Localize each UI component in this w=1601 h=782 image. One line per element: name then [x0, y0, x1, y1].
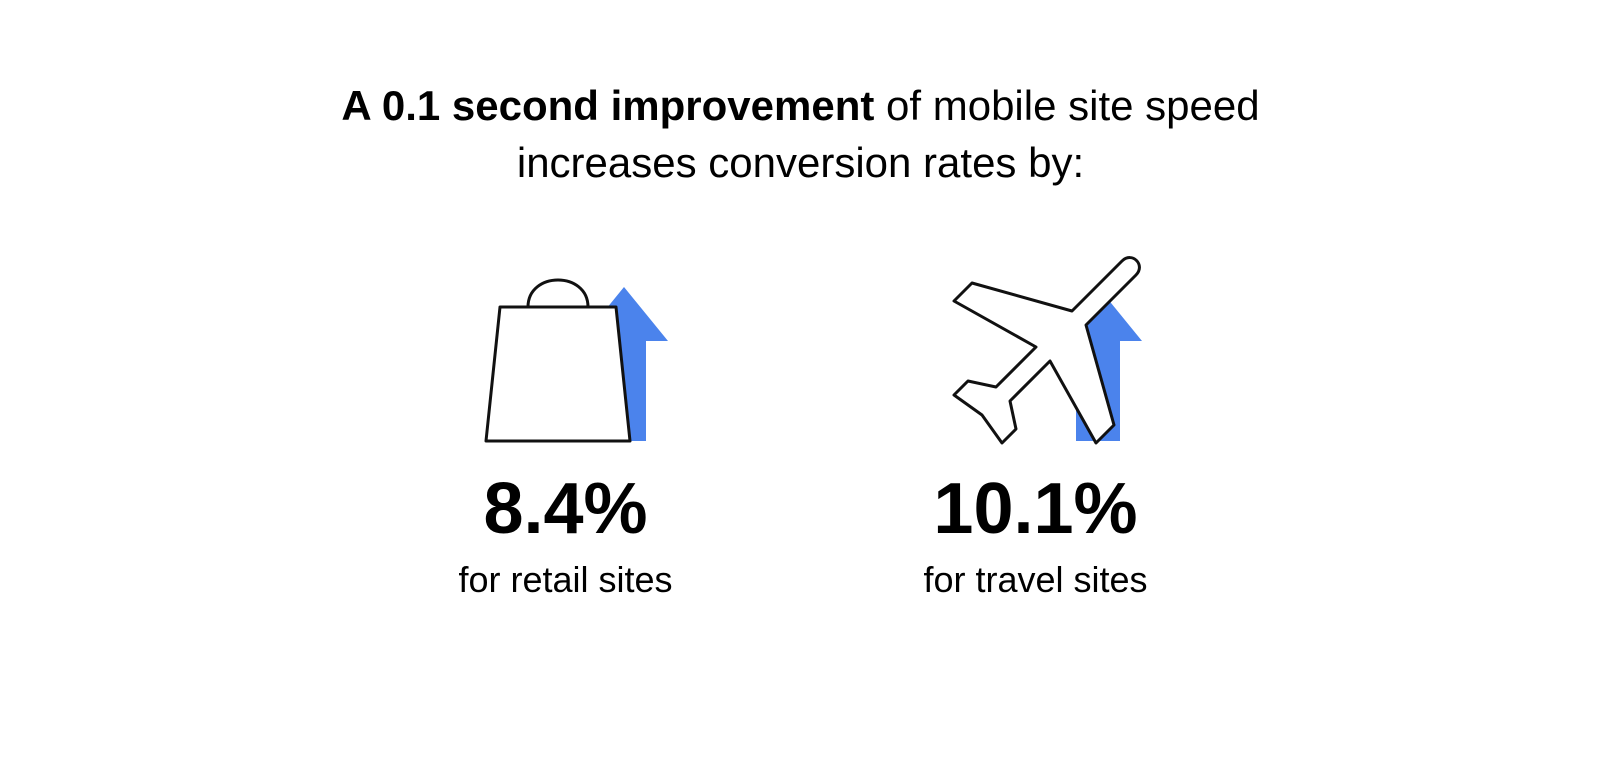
shopping-bag-with-arrow-icon	[416, 231, 716, 451]
headline-line2: increases conversion rates by:	[517, 139, 1084, 186]
airplane-with-arrow-icon	[886, 231, 1186, 451]
headline-rest-1: of mobile site speed	[874, 82, 1259, 129]
headline: A 0.1 second improvement of mobile site …	[341, 78, 1259, 191]
stat-travel: 10.1% for travel sites	[856, 231, 1216, 601]
infographic-container: A 0.1 second improvement of mobile site …	[0, 0, 1601, 782]
stat-retail-value: 8.4%	[483, 473, 647, 545]
stat-retail-label: for retail sites	[458, 559, 672, 601]
headline-bold: A 0.1 second improvement	[341, 82, 874, 129]
stat-travel-label: for travel sites	[923, 559, 1147, 601]
stat-travel-value: 10.1%	[933, 473, 1137, 545]
shopping-bag-icon	[486, 280, 630, 441]
stat-retail: 8.4% for retail sites	[386, 231, 746, 601]
stats-row: 8.4% for retail sites 10.1% for travel s…	[386, 231, 1216, 601]
